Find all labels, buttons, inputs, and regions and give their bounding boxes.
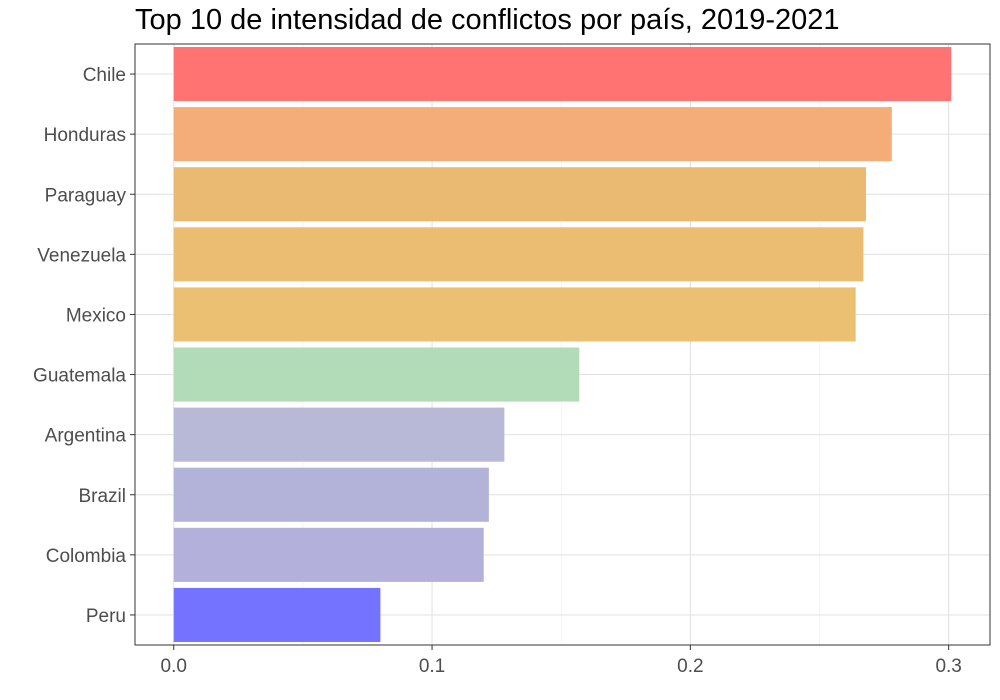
y-tick-label: Venezuela	[37, 245, 126, 266]
bar	[173, 407, 505, 462]
bar	[173, 47, 952, 102]
y-tick-label: Brazil	[78, 486, 126, 507]
y-tick-label: Colombia	[46, 546, 127, 567]
bar	[173, 287, 856, 342]
x-tick-label: 0.0	[161, 656, 187, 677]
y-tick-label: Mexico	[66, 305, 126, 326]
bar	[173, 227, 864, 282]
y-tick-label: Argentina	[45, 426, 127, 447]
chart-title: Top 10 de intensidad de conflictos por p…	[135, 4, 840, 36]
y-tick-label: Peru	[86, 606, 126, 627]
y-tick-label: Chile	[83, 65, 126, 86]
bar	[173, 527, 484, 582]
bar	[173, 347, 580, 402]
plot-border	[134, 43, 991, 646]
bar	[173, 467, 489, 522]
x-tick-label: 0.2	[677, 656, 703, 677]
bar	[173, 107, 892, 162]
x-tick-label: 0.1	[419, 656, 445, 677]
bar	[173, 167, 867, 222]
y-tick-label: Guatemala	[33, 366, 126, 387]
y-tick-label: Paraguay	[45, 185, 127, 206]
bar	[173, 587, 381, 642]
y-tick-label: Honduras	[44, 125, 126, 146]
x-tick-label: 0.3	[935, 656, 961, 677]
